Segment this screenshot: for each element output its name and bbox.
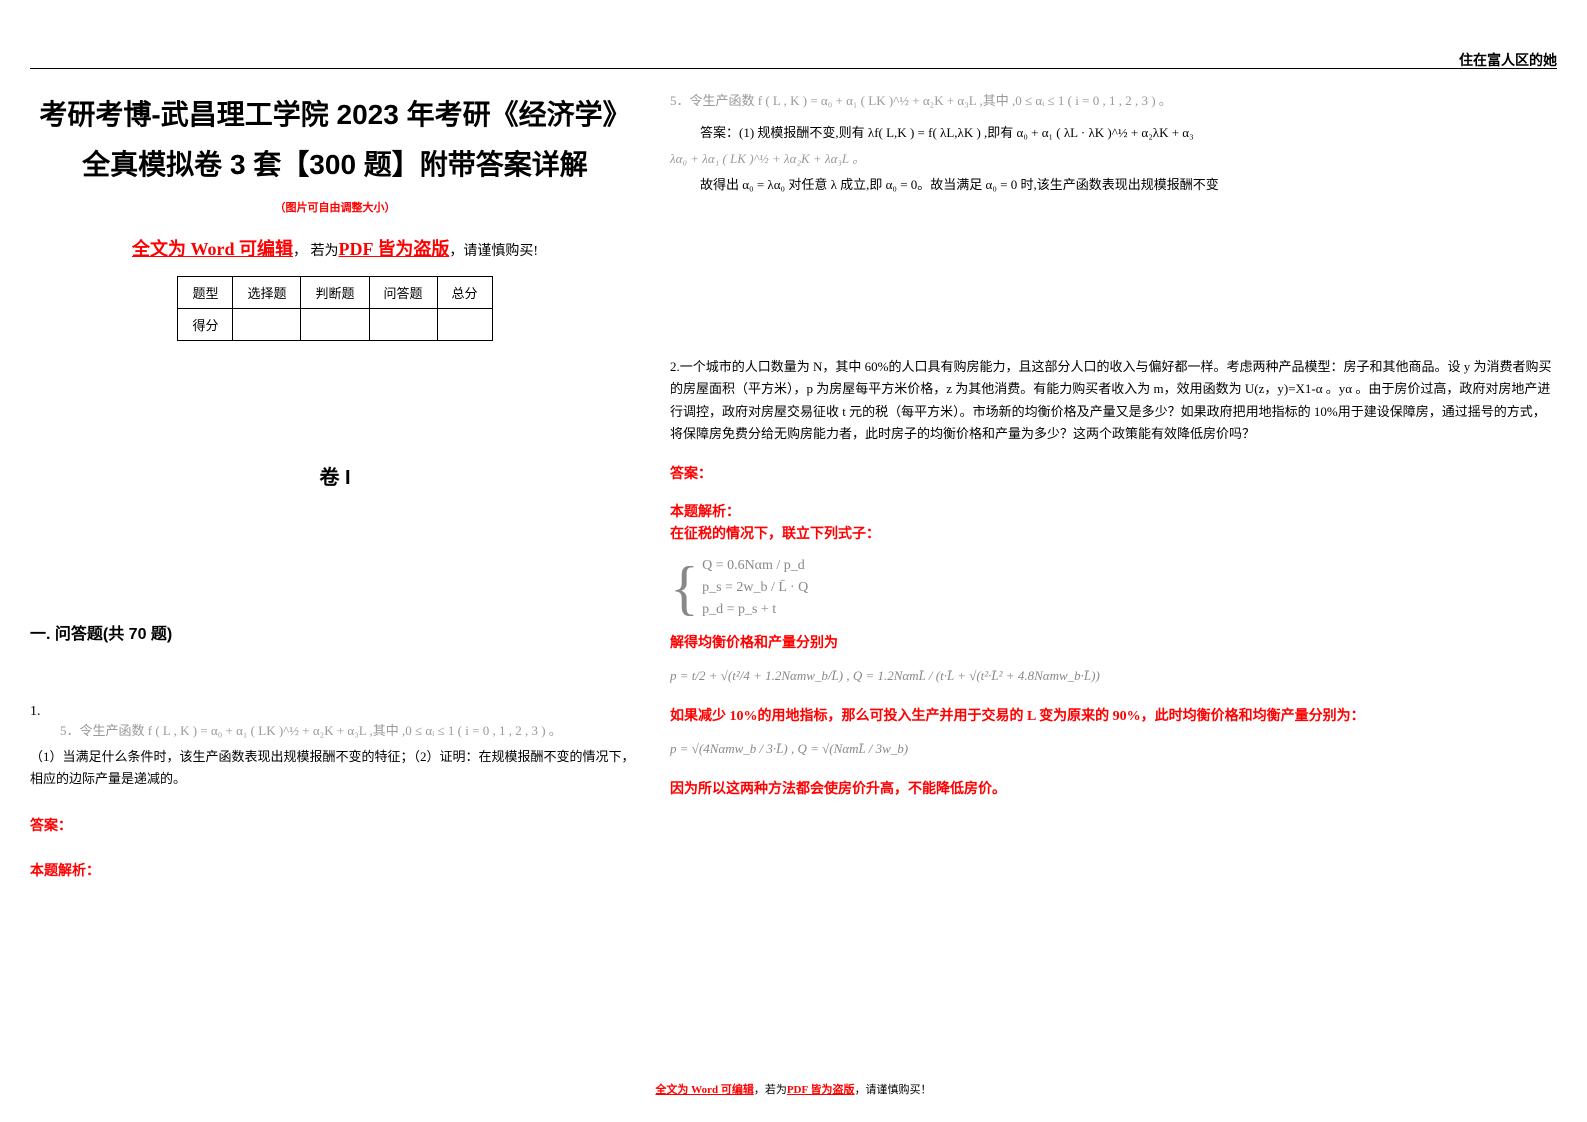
word-editable-text: 全文为 Word 可编辑	[132, 239, 293, 259]
doc-title-line1: 考研考博-武昌理工学院 2023 年考研《经济学》	[30, 90, 640, 140]
left-column: 考研考博-武昌理工学院 2023 年考研《经济学》 全真模拟卷 3 套【300 …	[30, 90, 640, 880]
warning-tail: ，请谨慎购买!	[449, 244, 538, 259]
q2-formula2: p = t/2 + √(t²/4 + 1.2Nαmw_b/L̄) , Q = 1…	[670, 664, 1100, 687]
q2-block: 2.一个城市的人口数量为 N，其中 60%的人口具有购房能力，且这部分人口的收入…	[670, 356, 1557, 802]
right-answer-line1: 答案：(1) 规模报酬不变,则有 λf( L,K ) = f( λL,λK ) …	[670, 122, 1557, 144]
image-resize-note: （图片可自由调整大小）	[30, 199, 640, 215]
page-footer: 全文为 Word 可编辑，若为PDF 皆为盗版，请谨慎购买！	[0, 1081, 1587, 1097]
q2-analysis-red1: 在征税的情况下，联立下列式子：	[670, 523, 1557, 547]
q2-text: 一个城市的人口数量为 N，其中 60%的人口具有购房能力，且这部分人口的收入与偏…	[670, 359, 1551, 440]
q2-answer-label: 答案：	[670, 463, 1557, 483]
eq3: p_d = p_s + t	[702, 599, 808, 621]
score-table: 题型 选择题 判断题 问答题 总分 得分	[177, 276, 492, 341]
footer-pdf-text: PDF 皆为盗版	[787, 1084, 855, 1096]
th-type: 题型	[178, 276, 233, 308]
table-score-row: 得分	[178, 308, 492, 340]
eq2: p_s = 2w_b / L̄ · Q	[702, 577, 808, 599]
q1-analysis-label: 本题解析：	[30, 860, 640, 880]
brace-icon: {	[670, 564, 699, 612]
q2-analysis-label: 本题解析：	[670, 501, 1557, 521]
q1-gray-formula: 5．令生产函数 f ( L , K ) = α₀ + α₁ ( LK )^½ +…	[30, 720, 640, 742]
section-header: 一. 问答题(共 70 题)	[30, 620, 640, 644]
th-choice: 选择题	[233, 276, 301, 308]
q2-red3: 如果减少 10%的用地指标，那么可投入生产并用于交易的 L 变为原来的 90%，…	[670, 705, 1557, 729]
main-content: 考研考博-武昌理工学院 2023 年考研《经济学》 全真模拟卷 3 套【300 …	[30, 90, 1557, 880]
td-empty	[301, 308, 369, 340]
td-empty	[369, 308, 437, 340]
td-empty	[437, 308, 492, 340]
q2-red4: 因为所以这两种方法都会使房价升高，不能降低房价。	[670, 778, 1557, 802]
q2-number: 2.	[670, 359, 680, 374]
equations: Q = 0.6Nαm / p_d p_s = 2w_b / L̄ · Q p_d…	[702, 555, 808, 622]
q2-body: 2.一个城市的人口数量为 N，其中 60%的人口具有购房能力，且这部分人口的收入…	[670, 356, 1557, 444]
right-answer-line2: λα₀ + λα₁ ( LK )^½ + λα₂K + λα₃L 。	[670, 148, 1557, 170]
doc-title-line2: 全真模拟卷 3 套【300 题】附带答案详解	[30, 140, 640, 190]
eq1: Q = 0.6Nαm / p_d	[702, 555, 808, 577]
warning-separator: ， 若为	[293, 244, 339, 259]
q1-body: （1）当满足什么条件时，该生产函数表现出规模报酬不变的特征；（2）证明：在规模报…	[30, 746, 640, 790]
q2-red2: 解得均衡价格和产量分别为	[670, 632, 1557, 656]
q2-formula3: p = √(4Nαmw_b / 3·L̄) , Q = √(NαmL̄ / 3w…	[670, 737, 908, 760]
right-gray-formula: 5．令生产函数 f ( L , K ) = α₀ + α₁ ( LK )^½ +…	[670, 90, 1557, 112]
footer-word-text: 全文为 Word 可编辑	[655, 1084, 753, 1096]
th-judge: 判断题	[301, 276, 369, 308]
header-divider	[30, 68, 1557, 69]
q1-answer-label: 答案：	[30, 815, 640, 835]
table-header-row: 题型 选择题 判断题 问答题 总分	[178, 276, 492, 308]
footer-sep: ，若为	[754, 1084, 787, 1096]
th-total: 总分	[437, 276, 492, 308]
equation-group: { Q = 0.6Nαm / p_d p_s = 2w_b / L̄ · Q p…	[670, 555, 1557, 622]
right-column: 5．令生产函数 f ( L , K ) = α₀ + α₁ ( LK )^½ +…	[670, 90, 1557, 880]
volume-label: 卷 I	[30, 461, 640, 490]
pdf-pirate-text: PDF 皆为盗版	[339, 239, 450, 259]
th-answer: 问答题	[369, 276, 437, 308]
header-author: 住在富人区的她	[1459, 50, 1557, 70]
td-score-label: 得分	[178, 308, 233, 340]
td-empty	[233, 308, 301, 340]
q1-number: 1.	[30, 704, 640, 720]
footer-tail: ，请谨慎购买！	[855, 1084, 932, 1096]
right-answer-line3: 故得出 α₀ = λα₀ 对任意 λ 成立,即 α₀ = 0。故当满足 α₀ =…	[670, 174, 1557, 196]
edit-warning: 全文为 Word 可编辑， 若为PDF 皆为盗版，请谨慎购买!	[30, 235, 640, 261]
